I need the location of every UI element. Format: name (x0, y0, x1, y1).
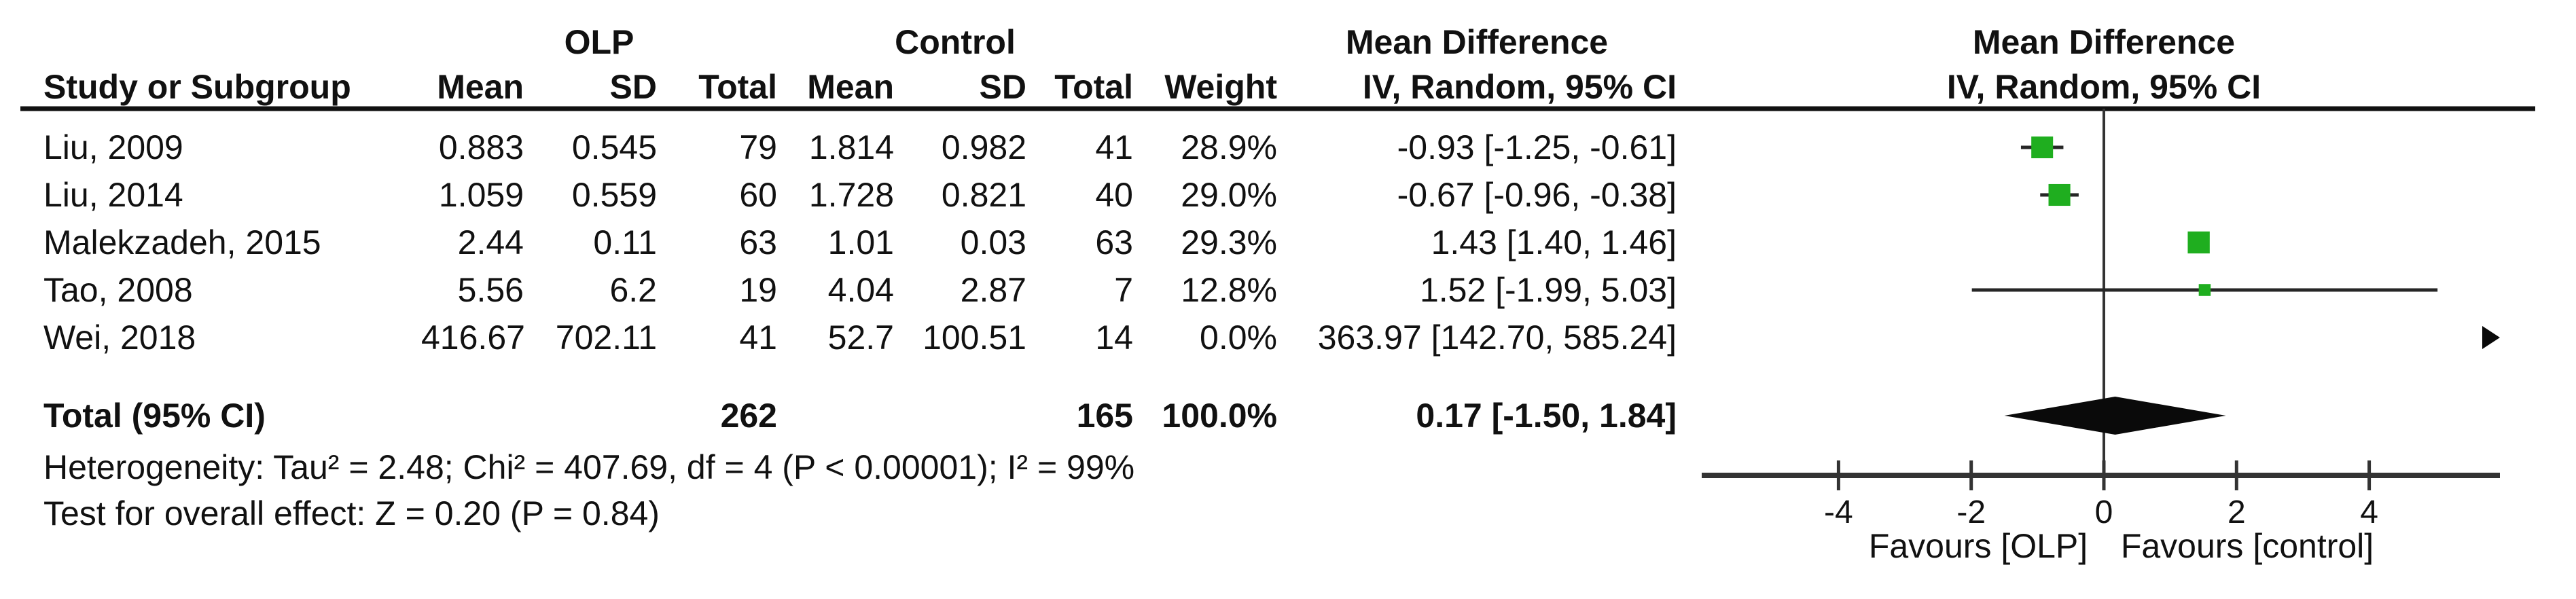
control-mean: 4.04 (827, 271, 894, 309)
md-ci: 363.97 [142.70, 585.24] (1317, 319, 1677, 357)
control-total: 63 (1095, 223, 1133, 261)
heterogeneity-text: Heterogeneity: Tau² = 2.48; Chi² = 407.6… (43, 448, 1135, 486)
weight: 12.8% (1181, 271, 1277, 309)
control-sd: 2.87 (960, 271, 1026, 309)
olp-mean: 416.67 (421, 319, 525, 357)
control-total: 41 (1095, 128, 1133, 166)
favours-right-label: Favours [control] (2120, 527, 2374, 565)
group-header-control: Control (895, 23, 1016, 61)
olp-total: 19 (739, 271, 777, 309)
weight: 29.0% (1181, 176, 1277, 214)
effect-square (2031, 136, 2054, 159)
total-olp-total: 262 (720, 397, 777, 435)
study-name: Malekzadeh, 2015 (43, 223, 321, 261)
weight: 29.3% (1181, 223, 1277, 261)
total-control-total: 165 (1076, 397, 1133, 435)
olp-sd: 0.11 (593, 223, 657, 261)
olp-mean: 0.883 (438, 128, 524, 166)
olp-sd: 0.559 (571, 176, 657, 214)
study-name: Liu, 2009 (43, 128, 183, 166)
control-sd: 100.51 (923, 319, 1026, 357)
plot-md-subheader: IV, Random, 95% CI (1946, 68, 2261, 106)
olp-mean: 5.56 (457, 271, 524, 309)
x-tick-label: -4 (1824, 494, 1853, 530)
study-name: Liu, 2014 (43, 176, 183, 214)
weight: 0.0% (1200, 319, 1277, 357)
olp-sd: 0.545 (571, 128, 657, 166)
olp-sd: 6.2 (609, 271, 657, 309)
md-ci: -0.93 [-1.25, -0.61] (1397, 128, 1677, 166)
table-md-header: Mean Difference (1345, 23, 1609, 61)
col-header-control-sd: SD (979, 68, 1026, 106)
olp-sd: 702.11 (555, 319, 657, 357)
effect-square (2048, 183, 2071, 206)
control-mean: 1.728 (808, 176, 894, 214)
olp-total: 79 (739, 128, 777, 166)
pooled-diamond (2004, 397, 2226, 435)
x-tick-label: -2 (1956, 494, 1986, 530)
olp-mean: 1.059 (438, 176, 524, 214)
x-tick-label: 0 (2095, 494, 2113, 530)
olp-mean: 2.44 (457, 223, 524, 261)
study-name: Tao, 2008 (43, 271, 193, 309)
effect-square (2187, 231, 2210, 254)
control-sd: 0.821 (941, 176, 1026, 214)
col-header-olp-sd: SD (609, 68, 657, 106)
offscale-right-arrow (2482, 326, 2500, 349)
control-total: 14 (1095, 319, 1133, 357)
md-ci: -0.67 [-0.96, -0.38] (1397, 176, 1677, 214)
col-header-control-mean: Mean (807, 68, 894, 106)
group-header-olp: OLP (564, 23, 634, 61)
olp-total: 60 (739, 176, 777, 214)
olp-total: 63 (739, 223, 777, 261)
total-md-ci: 0.17 [-1.50, 1.84] (1416, 397, 1677, 435)
control-total: 40 (1095, 176, 1133, 214)
control-mean: 1.01 (827, 223, 894, 261)
col-header-control-total: Total (1054, 68, 1133, 106)
x-tick-label: 4 (2360, 494, 2378, 530)
control-sd: 0.982 (941, 128, 1026, 166)
control-total: 7 (1114, 271, 1133, 309)
olp-total: 41 (739, 319, 777, 357)
x-tick-label: 2 (2228, 494, 2246, 530)
md-ci: 1.43 [1.40, 1.46] (1431, 223, 1677, 261)
col-header-weight: Weight (1164, 68, 1277, 106)
col-header-md-ci: IV, Random, 95% CI (1362, 68, 1677, 106)
control-mean: 52.7 (827, 319, 894, 357)
control-mean: 1.814 (808, 128, 894, 166)
col-header-olp-mean: Mean (437, 68, 524, 106)
overall-effect-text: Test for overall effect: Z = 0.20 (P = 0… (43, 494, 660, 532)
md-ci: 1.52 [-1.99, 5.03] (1419, 271, 1677, 309)
col-header-study: Study or Subgroup (43, 68, 351, 106)
total-label: Total (95% CI) (43, 397, 266, 435)
col-header-olp-total: Total (698, 68, 777, 106)
weight: 28.9% (1181, 128, 1277, 166)
control-sd: 0.03 (960, 223, 1026, 261)
plot-md-header: Mean Difference (1972, 23, 2236, 61)
total-weight: 100.0% (1162, 397, 1277, 435)
study-name: Wei, 2018 (43, 319, 196, 357)
effect-square (2198, 284, 2211, 296)
favours-left-label: Favours [OLP] (1868, 527, 2088, 565)
